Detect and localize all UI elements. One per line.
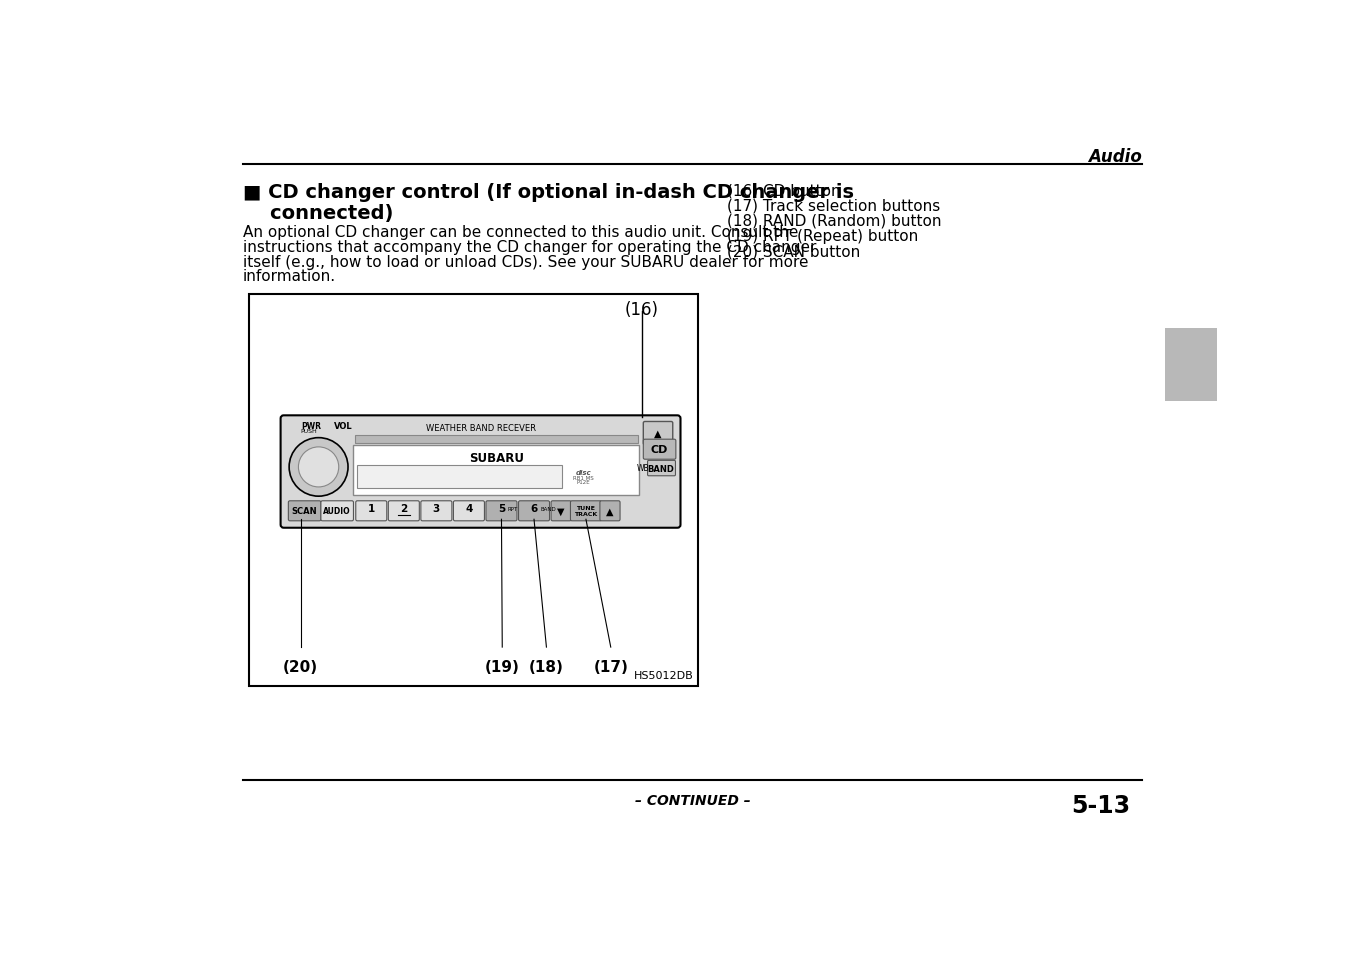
Text: instructions that accompany the CD changer for operating the CD changer: instructions that accompany the CD chang…	[242, 240, 817, 254]
Text: (19) RPT (Repeat) button: (19) RPT (Repeat) button	[727, 229, 918, 244]
Text: BAND: BAND	[648, 464, 675, 473]
Text: RB1 MS: RB1 MS	[573, 476, 594, 480]
Text: WEATHER BAND RECEVER: WEATHER BAND RECEVER	[426, 423, 535, 433]
Text: TRACK: TRACK	[575, 512, 598, 517]
Text: ■ CD changer control (If optional in-dash CD changer is: ■ CD changer control (If optional in-das…	[242, 183, 853, 202]
Text: connected): connected)	[242, 204, 393, 223]
Bar	[1165, 329, 1217, 402]
Text: P12E: P12E	[577, 479, 591, 484]
Bar	[356, 436, 638, 443]
FancyBboxPatch shape	[320, 501, 353, 521]
Text: HS5012DB: HS5012DB	[634, 671, 694, 680]
Text: Audio: Audio	[1088, 149, 1141, 166]
Text: (17) Track selection buttons: (17) Track selection buttons	[727, 198, 940, 213]
Text: 5-13: 5-13	[1071, 794, 1130, 818]
Text: (19): (19)	[485, 659, 519, 675]
Text: WB: WB	[637, 464, 649, 473]
Text: (20): (20)	[283, 659, 318, 675]
FancyBboxPatch shape	[644, 422, 673, 445]
FancyBboxPatch shape	[453, 501, 484, 521]
Text: 5: 5	[498, 504, 506, 514]
Bar	[249, 294, 698, 687]
Circle shape	[299, 447, 339, 487]
Text: An optional CD changer can be connected to this audio unit. Consult the: An optional CD changer can be connected …	[242, 225, 798, 240]
Text: PWR: PWR	[300, 422, 320, 431]
FancyBboxPatch shape	[288, 501, 320, 521]
Text: RPT: RPT	[507, 506, 518, 512]
Text: (16) CD button: (16) CD button	[727, 183, 841, 198]
Text: 4: 4	[465, 504, 473, 514]
Text: 2: 2	[400, 504, 407, 514]
Text: (17): (17)	[594, 659, 629, 675]
Text: 6: 6	[530, 504, 538, 514]
Text: VOL: VOL	[334, 422, 353, 431]
Text: SUBARU: SUBARU	[469, 452, 525, 464]
Circle shape	[289, 438, 347, 497]
FancyBboxPatch shape	[388, 501, 419, 521]
FancyBboxPatch shape	[356, 501, 387, 521]
FancyBboxPatch shape	[600, 501, 621, 521]
Text: – CONTINUED –: – CONTINUED –	[635, 793, 750, 807]
Text: 3: 3	[433, 504, 439, 514]
FancyBboxPatch shape	[519, 501, 549, 521]
Text: AUDIO: AUDIO	[323, 507, 352, 516]
FancyBboxPatch shape	[281, 416, 680, 528]
Text: (20) SCAN button: (20) SCAN button	[727, 244, 860, 259]
Text: BAND: BAND	[541, 506, 556, 512]
Text: CD: CD	[650, 445, 668, 455]
FancyBboxPatch shape	[420, 501, 452, 521]
Text: itself (e.g., how to load or unload CDs). See your SUBARU dealer for more: itself (e.g., how to load or unload CDs)…	[242, 254, 808, 270]
FancyBboxPatch shape	[571, 501, 602, 521]
FancyBboxPatch shape	[648, 461, 676, 476]
Text: SCAN: SCAN	[292, 507, 318, 516]
Text: disc: disc	[576, 470, 591, 476]
Text: ▲: ▲	[606, 506, 614, 517]
Text: (18): (18)	[529, 659, 564, 675]
Text: ▼: ▼	[557, 506, 565, 517]
FancyBboxPatch shape	[552, 501, 572, 521]
FancyBboxPatch shape	[485, 501, 516, 521]
Text: TUNE: TUNE	[576, 506, 595, 511]
Text: information.: information.	[242, 269, 335, 284]
Text: (16): (16)	[625, 300, 658, 318]
Bar	[353, 446, 639, 496]
Text: ▲: ▲	[654, 429, 661, 438]
Bar	[357, 466, 562, 488]
Text: (18) RAND (Random) button: (18) RAND (Random) button	[727, 213, 941, 229]
Text: PUSH: PUSH	[300, 429, 318, 434]
FancyBboxPatch shape	[644, 439, 676, 459]
Text: 1: 1	[368, 504, 375, 514]
